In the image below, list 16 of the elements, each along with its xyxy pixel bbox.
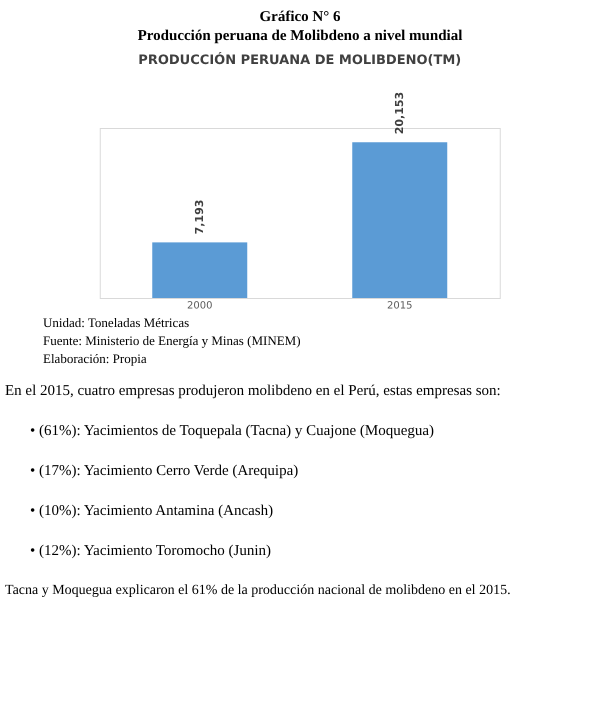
chart-title: PRODUCCIÓN PERUANA DE MOLIBDENO(TM) <box>138 50 462 68</box>
text: Producción peruana de Molibdeno a nivel mundial <box>138 28 462 44</box>
text: Unidad: Toneladas Métricas <box>43 315 190 330</box>
text: Elaboración: Propia <box>43 351 147 366</box>
text: • (10%): Yacimiento Antamina (Ancash) <box>30 503 274 519</box>
x-tick-label: 2000 <box>187 300 212 312</box>
text: Tacna y Moquegua explicaron el 61% de la producción nacional de molibdeno en el 2015. <box>5 583 511 598</box>
text: • (17%): Yacimiento Cerro Verde (Arequipa) <box>30 463 298 479</box>
text: Gráfico N° 6 <box>260 9 341 25</box>
data-label: 20,153 <box>392 92 406 134</box>
text: • (61%): Yacimientos de Toquepala (Tacna) y Cuajone (Moquegua) <box>30 423 434 439</box>
source-note: Fuente: Ministerio de Energía y Minas (MINEM) <box>43 333 301 348</box>
data-label: 7,193 <box>192 200 206 234</box>
text: En el 2015, cuatro empresas produjeron molibdeno en el Perú, estas empresas son: <box>5 383 501 399</box>
x-tick-label: 2015 <box>387 300 412 312</box>
text: • (12%): Yacimiento Toromocho (Junin) <box>30 543 271 559</box>
